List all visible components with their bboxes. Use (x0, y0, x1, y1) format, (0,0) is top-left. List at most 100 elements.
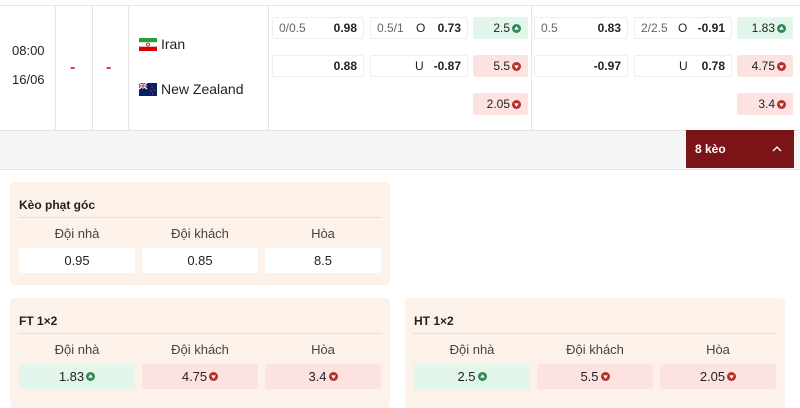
panel: Kèo phạt góc Đội nhà Đội khách Hòa 0.95 … (10, 182, 390, 285)
odds: 4.75 (751, 59, 775, 73)
odds-cell[interactable]: 0/0.5 0.98 (272, 17, 364, 39)
divider (128, 5, 129, 130)
odds: 0.85 (187, 253, 213, 268)
divider (268, 5, 269, 130)
down-icon (727, 372, 737, 381)
column-header: Đội nhà (54, 342, 100, 357)
away-team: New Zealand (161, 81, 244, 97)
column-header: Đội khách (171, 342, 229, 357)
up-icon (512, 23, 521, 33)
odds: 1.83 (58, 369, 85, 384)
line: 0.5 (541, 21, 558, 35)
up-icon (777, 23, 786, 33)
button-label: 8 kèo (695, 142, 726, 156)
match-time: 08:00 (12, 43, 45, 58)
odds-cell[interactable]: U 0.78 (634, 55, 732, 77)
home-score: - (70, 59, 76, 76)
panel-rule (18, 333, 382, 334)
down-icon (777, 61, 786, 71)
odds: 1.83 (751, 21, 775, 35)
odds: 3.4 (758, 97, 775, 111)
down-icon (209, 372, 219, 381)
more-button[interactable]: 8 kèo (686, 130, 794, 168)
chevron-up (772, 146, 782, 152)
odds: -0.91 (697, 21, 725, 35)
odds: 0.88 (333, 59, 357, 73)
column-header: Đội nhà (449, 342, 495, 357)
odds-cell[interactable]: 5.5 (473, 55, 528, 77)
odds: 2.5 (493, 21, 510, 35)
down-icon (777, 99, 786, 109)
odds-cell[interactable]: 2.05 (660, 364, 776, 389)
label: O (416, 21, 426, 35)
odds-cell[interactable]: 2/2.5 O -0.91 (634, 17, 732, 39)
odds-cell[interactable]: 0.5 0.83 (534, 17, 628, 39)
column-header: Hòa (311, 342, 335, 357)
panel-title: HT 1×2 (414, 314, 454, 328)
odds: 2.5 (457, 369, 476, 384)
panel-rule (18, 217, 382, 218)
odds: 2.05 (486, 97, 510, 111)
odds: 8.5 (313, 253, 333, 268)
odds-cell[interactable]: 0.88 (272, 55, 364, 77)
odds-cell[interactable]: 3.4 (265, 364, 381, 389)
panel-title: Kèo phạt góc (19, 198, 96, 212)
odds-cell[interactable]: 2.5 (414, 364, 530, 389)
divider (92, 5, 93, 130)
flag-iran (139, 38, 157, 51)
odds: 4.75 (181, 369, 208, 384)
down-icon (512, 99, 521, 109)
toolbar (0, 130, 800, 170)
panel-title: FT 1×2 (19, 314, 58, 328)
odds-cell[interactable]: 2.05 (473, 93, 528, 115)
down-icon (512, 61, 521, 71)
column-header: Đội khách (566, 342, 624, 357)
odds: 0.83 (597, 21, 621, 35)
down-icon (600, 372, 610, 381)
odds: -0.97 (593, 59, 621, 73)
odds-cell[interactable]: 0.85 (142, 248, 258, 273)
column-header: Hòa (706, 342, 730, 357)
down-icon (328, 372, 338, 381)
column-header: Đội khách (171, 226, 229, 241)
line: 2/2.5 (641, 21, 668, 35)
odds-cell[interactable]: 1.83 (19, 364, 135, 389)
odds-cell[interactable]: 1.83 (737, 17, 793, 39)
line: 0/0.5 (279, 21, 306, 35)
odds-cell[interactable]: 5.5 (537, 364, 653, 389)
flag-new-zealand (139, 83, 157, 96)
odds: 5.5 (493, 59, 510, 73)
odds: 5.5 (580, 369, 599, 384)
odds-cell[interactable]: U -0.87 (370, 55, 468, 77)
odds-cell[interactable]: 2.5 (473, 17, 528, 39)
odds: 3.4 (308, 369, 327, 384)
odds-cell[interactable]: 0.5/1 O 0.73 (370, 17, 468, 39)
column-header: Hòa (311, 226, 335, 241)
divider (531, 5, 532, 130)
match-date: 16/06 (12, 72, 45, 87)
up-icon (86, 372, 96, 381)
panel: HT 1×2 Đội nhà Đội khách Hòa 2.5 5.5 2.0… (405, 298, 785, 408)
line: 0.5/1 (377, 21, 404, 35)
odds: 0.78 (701, 59, 725, 73)
odds-cell[interactable]: 4.75 (737, 55, 793, 77)
home-team: Iran (161, 36, 186, 52)
odds-cell[interactable]: 4.75 (142, 364, 258, 389)
panel-rule (413, 333, 777, 334)
odds-cell[interactable]: -0.97 (534, 55, 628, 77)
up-icon (477, 372, 487, 381)
odds: 0.98 (333, 21, 357, 35)
label: U (678, 59, 688, 73)
odds: 2.05 (699, 369, 726, 384)
odds: 0.73 (437, 21, 461, 35)
odds: 0.95 (64, 253, 90, 268)
away-score: - (106, 59, 112, 76)
odds-cell[interactable]: 0.95 (19, 248, 135, 273)
divider (55, 5, 56, 130)
odds: -0.87 (433, 59, 461, 73)
label: U (414, 59, 424, 73)
odds-cell[interactable]: 3.4 (737, 93, 793, 115)
odds-cell[interactable]: 8.5 (265, 248, 381, 273)
label: O (678, 21, 688, 35)
